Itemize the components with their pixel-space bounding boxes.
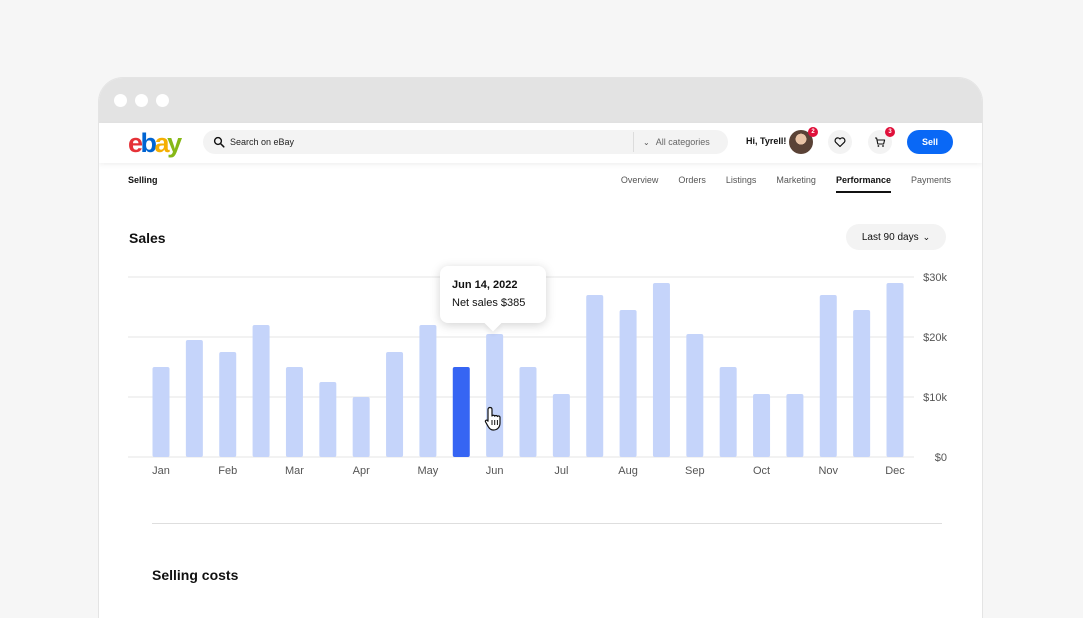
watchlist-button[interactable] bbox=[828, 130, 852, 154]
chart-bar[interactable] bbox=[352, 397, 370, 457]
y-tick-label: $10k bbox=[923, 392, 947, 404]
chart-bar[interactable] bbox=[552, 394, 570, 457]
chevron-down-icon: ⌄ bbox=[922, 232, 931, 242]
notification-badge: 2 bbox=[808, 127, 818, 137]
chart-bar[interactable] bbox=[152, 367, 170, 457]
chart-bar[interactable] bbox=[252, 325, 270, 457]
window-control-dot[interactable] bbox=[114, 94, 127, 107]
heart-icon bbox=[834, 137, 846, 148]
subnav-title: Selling bbox=[128, 175, 158, 185]
tooltip-date: Jun 14, 2022 bbox=[452, 279, 518, 291]
cart-icon bbox=[875, 137, 886, 147]
search-icon[interactable] bbox=[213, 136, 225, 148]
category-label: All categories bbox=[655, 137, 710, 147]
x-tick-label: Sep bbox=[685, 465, 705, 477]
chart-bar[interactable] bbox=[686, 334, 704, 457]
browser-window: ebay ⌄ All categories Hi, Tyrell! 2 bbox=[99, 78, 982, 618]
x-tick-label: Jun bbox=[486, 465, 504, 477]
x-tick-label: Nov bbox=[818, 465, 838, 477]
chart-bar[interactable] bbox=[719, 367, 737, 457]
chart-tooltip: Jun 14, 2022 Net sales $385 bbox=[440, 266, 546, 323]
sell-button[interactable]: Sell bbox=[907, 130, 953, 154]
cart-count-badge: 3 bbox=[885, 127, 895, 137]
x-tick-label: Oct bbox=[753, 465, 770, 477]
chart-bar[interactable] bbox=[219, 352, 237, 457]
seller-subnav: Selling Overview Orders Listings Marketi… bbox=[99, 168, 982, 198]
sales-title: Sales bbox=[129, 230, 166, 246]
tab-listings[interactable]: Listings bbox=[725, 175, 757, 185]
tab-payments[interactable]: Payments bbox=[910, 175, 951, 185]
site-header: ebay ⌄ All categories Hi, Tyrell! 2 bbox=[99, 123, 982, 163]
ebay-logo[interactable]: ebay bbox=[128, 128, 182, 158]
chart-bar[interactable] bbox=[819, 295, 837, 457]
x-tick-label: Jan bbox=[152, 465, 170, 477]
chevron-down-icon: ⌄ bbox=[643, 138, 650, 147]
window-control-dot[interactable] bbox=[135, 94, 148, 107]
x-tick-label: Aug bbox=[618, 465, 638, 477]
x-tick-label: Jul bbox=[554, 465, 568, 477]
x-tick-label: Dec bbox=[885, 465, 905, 477]
user-greeting[interactable]: Hi, Tyrell! bbox=[746, 136, 787, 146]
category-select[interactable]: ⌄ All categories bbox=[643, 130, 710, 154]
chart-bar[interactable] bbox=[853, 310, 871, 457]
selling-costs-title: Selling costs bbox=[152, 567, 239, 583]
date-range-dropdown[interactable]: Last 90 days ⌄ bbox=[846, 224, 946, 250]
chart-bar[interactable] bbox=[519, 367, 537, 457]
chart-bar[interactable] bbox=[586, 295, 604, 457]
chart-bar[interactable] bbox=[285, 367, 303, 457]
x-tick-label: Feb bbox=[218, 465, 237, 477]
tab-performance[interactable]: Performance bbox=[835, 175, 891, 193]
search-bar: ⌄ All categories bbox=[203, 130, 728, 154]
chart-bar[interactable] bbox=[185, 340, 203, 457]
x-tick-label: May bbox=[418, 465, 439, 477]
tab-overview[interactable]: Overview bbox=[620, 175, 659, 185]
chart-bar[interactable] bbox=[419, 325, 437, 457]
chart-bar[interactable] bbox=[619, 310, 637, 457]
search-input[interactable] bbox=[230, 130, 630, 154]
window-control-dot[interactable] bbox=[156, 94, 169, 107]
tab-marketing[interactable]: Marketing bbox=[776, 175, 816, 185]
chart-bar[interactable] bbox=[886, 283, 904, 457]
y-tick-label: $30k bbox=[923, 272, 947, 284]
tab-orders[interactable]: Orders bbox=[678, 175, 706, 185]
chart-bar[interactable] bbox=[386, 352, 404, 457]
chart-bar-highlighted[interactable] bbox=[452, 367, 470, 457]
title-bar bbox=[99, 78, 982, 123]
x-tick-label: Apr bbox=[353, 465, 370, 477]
y-tick-label: $20k bbox=[923, 332, 947, 344]
chart-bar[interactable] bbox=[652, 283, 670, 457]
chart-bar[interactable] bbox=[786, 394, 804, 457]
y-tick-label: $0 bbox=[935, 452, 947, 464]
hand-cursor-icon bbox=[484, 406, 501, 431]
x-tick-label: Mar bbox=[285, 465, 304, 477]
chart-bar[interactable] bbox=[486, 334, 504, 457]
subnav-tabs: Overview Orders Listings Marketing Perfo… bbox=[601, 175, 951, 193]
date-range-label: Last 90 days bbox=[861, 232, 919, 243]
chart-bar[interactable] bbox=[753, 394, 771, 457]
tooltip-value: Net sales $385 bbox=[452, 297, 526, 309]
chart-bar[interactable] bbox=[319, 382, 337, 457]
section-divider bbox=[152, 523, 942, 524]
search-divider bbox=[633, 132, 634, 152]
sales-bar-chart: $0 $10k $20k $30k Jan Feb Mar Apr May Jun Jul Aug Se… bbox=[128, 272, 947, 477]
